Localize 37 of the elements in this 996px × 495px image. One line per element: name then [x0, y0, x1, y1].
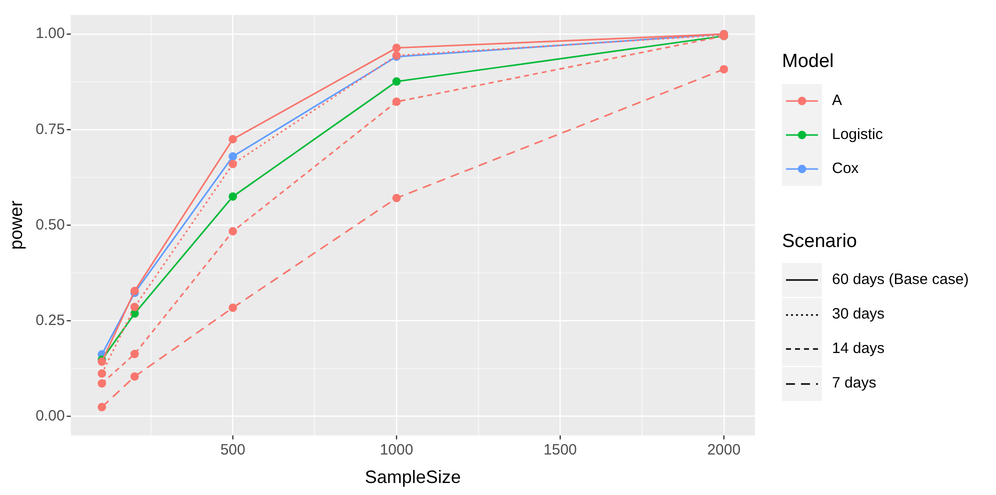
text: 7 days	[832, 374, 876, 392]
point	[130, 372, 139, 381]
x-axis-title: SampleSize	[364, 467, 461, 488]
point	[130, 302, 139, 312]
y-axis-title: power	[6, 200, 26, 250]
legend-label: A	[832, 92, 842, 110]
x-tick-label: 1500	[544, 442, 577, 459]
x-tick-label: 500	[220, 442, 246, 459]
point	[228, 160, 238, 168]
y-tick-label: 0.50	[36, 216, 65, 234]
point	[392, 98, 401, 106]
point	[392, 44, 401, 52]
point	[228, 192, 238, 201]
point	[392, 194, 401, 202]
y-tick-label: 0.25	[36, 312, 65, 329]
point	[98, 379, 106, 388]
text: 14 days	[832, 340, 885, 358]
point	[720, 65, 728, 74]
text: Scenario	[782, 231, 857, 252]
legend-label: Logistic	[832, 126, 884, 144]
y-tick-label: 0.00	[36, 407, 65, 424]
point	[228, 152, 238, 161]
point	[228, 227, 238, 236]
legend-title: Model	[782, 51, 834, 72]
point	[228, 135, 238, 144]
point	[228, 304, 238, 312]
text: 30 days	[832, 306, 885, 323]
x-tick-label: 2000	[707, 442, 741, 459]
point	[392, 77, 401, 86]
x-tick-label: 1000	[380, 442, 414, 459]
y-tick-label: 1.00	[36, 25, 65, 42]
y-tick-label: 0.75	[36, 120, 65, 138]
point	[130, 350, 139, 358]
text: 60 days (Base case)	[832, 271, 969, 288]
point	[98, 402, 106, 412]
point	[98, 369, 106, 378]
legend-label: Cox	[832, 160, 860, 178]
